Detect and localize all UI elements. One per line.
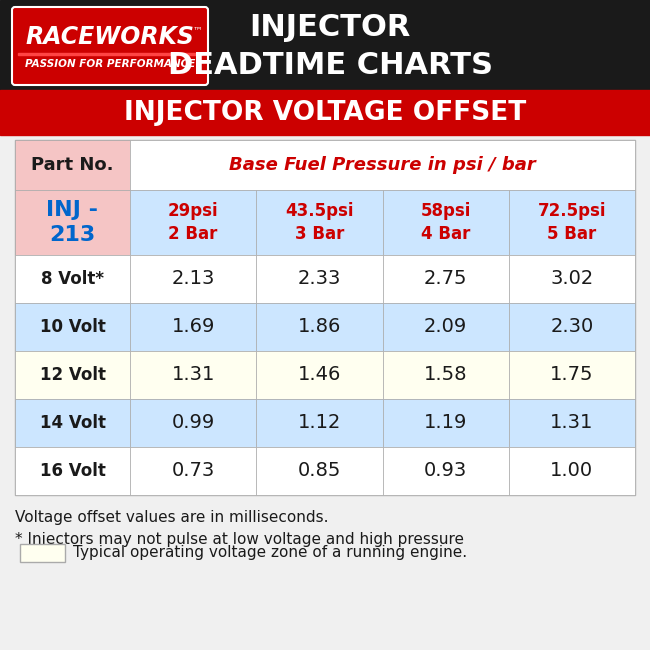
Bar bbox=[256, 190, 382, 255]
Text: 1.19: 1.19 bbox=[424, 413, 467, 432]
Bar bbox=[15, 447, 130, 495]
Bar bbox=[15, 303, 130, 351]
Text: 14 Volt: 14 Volt bbox=[40, 414, 105, 432]
Text: 8 Volt*: 8 Volt* bbox=[41, 270, 104, 288]
Text: 43.5psi
3 Bar: 43.5psi 3 Bar bbox=[285, 202, 354, 243]
Bar bbox=[130, 190, 256, 255]
Bar bbox=[256, 447, 382, 495]
Text: 1.86: 1.86 bbox=[298, 317, 341, 337]
Text: 3.02: 3.02 bbox=[551, 270, 593, 289]
Bar bbox=[382, 351, 509, 399]
Bar bbox=[0, 90, 650, 135]
Text: 0.85: 0.85 bbox=[298, 462, 341, 480]
Bar bbox=[382, 190, 509, 255]
Bar bbox=[256, 399, 382, 447]
Text: 1.58: 1.58 bbox=[424, 365, 467, 385]
Text: Voltage offset values are in milliseconds.: Voltage offset values are in millisecond… bbox=[15, 510, 328, 525]
Text: 1.69: 1.69 bbox=[172, 317, 214, 337]
Bar bbox=[509, 351, 635, 399]
Text: Base Fuel Pressure in psi / bar: Base Fuel Pressure in psi / bar bbox=[229, 156, 536, 174]
Text: 2.30: 2.30 bbox=[551, 317, 593, 337]
Bar bbox=[15, 190, 130, 255]
Bar bbox=[256, 303, 382, 351]
Text: 10 Volt: 10 Volt bbox=[40, 318, 105, 336]
Bar bbox=[130, 140, 635, 190]
Bar bbox=[130, 399, 256, 447]
Text: Part No.: Part No. bbox=[31, 156, 114, 174]
Text: INJECTOR: INJECTOR bbox=[250, 14, 411, 42]
Text: 16 Volt: 16 Volt bbox=[40, 462, 105, 480]
Bar bbox=[509, 190, 635, 255]
Bar bbox=[20, 544, 65, 562]
Text: 1.31: 1.31 bbox=[172, 365, 214, 385]
Text: 2.75: 2.75 bbox=[424, 270, 467, 289]
Bar bbox=[130, 351, 256, 399]
Bar bbox=[15, 351, 130, 399]
Text: 29psi
2 Bar: 29psi 2 Bar bbox=[168, 202, 218, 243]
Bar bbox=[382, 303, 509, 351]
Text: INJECTOR VOLTAGE OFFSET: INJECTOR VOLTAGE OFFSET bbox=[124, 100, 526, 126]
Text: 1.00: 1.00 bbox=[551, 462, 593, 480]
Bar bbox=[509, 255, 635, 303]
Text: 0.99: 0.99 bbox=[172, 413, 214, 432]
Bar bbox=[15, 255, 130, 303]
Bar bbox=[18, 53, 202, 55]
Text: 58psi
4 Bar: 58psi 4 Bar bbox=[421, 202, 471, 243]
Text: PASSION FOR PERFORMANCE: PASSION FOR PERFORMANCE bbox=[25, 59, 195, 69]
Text: 72.5psi
5 Bar: 72.5psi 5 Bar bbox=[538, 202, 606, 243]
Bar bbox=[509, 303, 635, 351]
Bar bbox=[0, 0, 650, 90]
FancyBboxPatch shape bbox=[12, 7, 208, 85]
Text: ™: ™ bbox=[192, 25, 202, 35]
Bar bbox=[509, 447, 635, 495]
Bar bbox=[256, 351, 382, 399]
Text: 12 Volt: 12 Volt bbox=[40, 366, 105, 384]
Text: 0.73: 0.73 bbox=[172, 462, 214, 480]
Bar bbox=[256, 255, 382, 303]
Text: 0.93: 0.93 bbox=[424, 462, 467, 480]
Text: DEADTIME CHARTS: DEADTIME CHARTS bbox=[168, 51, 493, 79]
Text: * Injectors may not pulse at low voltage and high pressure: * Injectors may not pulse at low voltage… bbox=[15, 532, 464, 547]
Text: 1.31: 1.31 bbox=[550, 413, 593, 432]
Bar bbox=[130, 255, 256, 303]
Bar bbox=[15, 140, 130, 190]
Text: 1.46: 1.46 bbox=[298, 365, 341, 385]
Text: 1.75: 1.75 bbox=[550, 365, 593, 385]
Text: RACEWORKS: RACEWORKS bbox=[25, 25, 194, 49]
Bar bbox=[509, 399, 635, 447]
Text: Typical operating voltage zone of a running engine.: Typical operating voltage zone of a runn… bbox=[73, 545, 467, 560]
Text: 2.09: 2.09 bbox=[424, 317, 467, 337]
Text: 1.12: 1.12 bbox=[298, 413, 341, 432]
Text: INJ -
213: INJ - 213 bbox=[47, 200, 99, 245]
Bar bbox=[382, 255, 509, 303]
Bar bbox=[382, 399, 509, 447]
Bar bbox=[130, 303, 256, 351]
Text: 2.13: 2.13 bbox=[172, 270, 214, 289]
Bar bbox=[15, 140, 635, 495]
Bar bbox=[130, 447, 256, 495]
Bar bbox=[15, 399, 130, 447]
Text: 2.33: 2.33 bbox=[298, 270, 341, 289]
Bar bbox=[382, 447, 509, 495]
